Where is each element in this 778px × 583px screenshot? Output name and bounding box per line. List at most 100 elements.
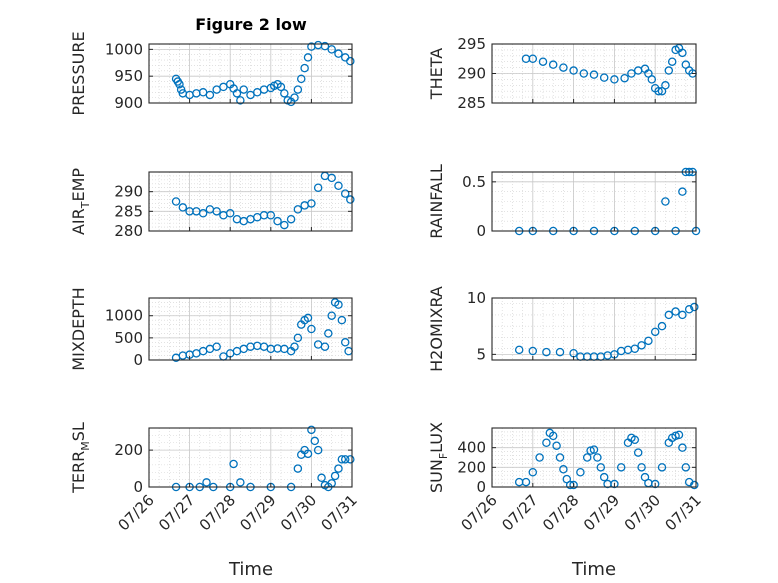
series-air-temp [171,171,355,230]
data-point [307,324,316,334]
data-point [337,315,347,325]
x-tick-label: 07/31 [662,491,705,534]
data-point [681,463,691,472]
data-point [334,181,343,191]
x-tick-label: 07/28 [196,491,239,534]
data-point [650,327,660,337]
data-point [324,329,333,338]
data-point [327,173,336,183]
x-tick-label: 07/31 [318,491,361,534]
y-tick-label: 400 [457,439,486,457]
data-point [171,197,181,206]
x-tick-label: 07/27 [155,491,198,534]
y-axis-label: THETA [427,48,446,100]
axes-box [148,427,353,488]
data-point [569,480,578,490]
y-tick-label: 280 [114,222,143,240]
data-point [340,189,350,198]
data-point [654,86,663,96]
data-point [644,336,653,346]
data-point [266,211,276,220]
data-point [340,338,350,347]
data-point [535,453,544,462]
x-tick-label: 07/30 [621,491,664,534]
data-point [310,436,320,446]
data-point [334,49,343,58]
data-point [555,453,565,462]
data-point [671,307,680,316]
data-point [661,81,670,90]
data-point [202,478,211,487]
data-point [303,53,313,62]
data-point [528,54,538,64]
data-point [599,73,609,82]
series-theta [521,43,697,96]
y-tick-label: 200 [114,441,143,459]
data-point [340,455,350,464]
y-axis-label: MIXDEPTH [69,287,88,370]
data-point [678,187,687,196]
data-point [548,60,558,69]
y-tick-label: 1000 [105,40,143,58]
y-axis-label: AIRTEMP [69,168,92,235]
data-point [678,48,687,58]
data-point [303,313,313,323]
y-tick-label: 200 [457,458,486,476]
data-point [661,197,670,206]
data-point [317,473,326,483]
data-point [569,66,578,75]
data-point [616,463,626,472]
data-point [548,431,558,441]
data-point [175,79,184,89]
y-tick-label: 10 [467,289,486,307]
y-tick-label: 900 [114,94,143,112]
series-sun-flux [514,428,699,490]
data-point [276,82,286,92]
data-point [290,342,299,351]
data-point [307,199,316,208]
y-axis-label: RAINFALL [427,164,446,239]
panel-h2omixra: 5 10 H2OMIXRA [427,286,699,372]
data-point [293,464,303,473]
axes-box [491,427,697,488]
series-mixdepth [171,298,353,363]
data-point [667,57,677,66]
data-point [538,57,548,66]
data-point [582,453,592,462]
x-tick-label: 07/29 [580,491,623,534]
series-pressure [171,40,355,107]
data-point [589,445,599,454]
y-tick-label: 0 [133,351,143,369]
data-point [637,341,646,350]
panel-rainfall: 0 0.5 RAINFALL [427,164,701,240]
data-point [327,311,336,320]
data-point [330,471,340,481]
y-tick-label: 0 [476,222,486,240]
data-point [293,205,303,214]
y-tick-label: 285 [114,202,143,220]
y-tick-label: 290 [457,65,486,83]
data-point [320,342,330,351]
data-point [286,214,296,224]
data-point [579,69,589,78]
data-point [593,453,602,462]
data-point [178,203,188,212]
y-tick-label: 285 [457,94,486,112]
axes-box [491,297,697,361]
data-point [334,464,343,473]
data-point [690,480,699,490]
data-point [232,89,242,98]
data-point [320,41,330,51]
data-point [559,465,568,474]
axes-box [148,171,353,232]
data-point [542,438,551,447]
data-point [630,344,640,353]
data-point [559,63,568,72]
data-point [514,345,524,355]
y-axis-label: PRESSURE [69,31,88,115]
data-point [205,90,215,100]
data-point [678,310,687,320]
data-point [627,69,636,78]
data-point [296,74,306,84]
